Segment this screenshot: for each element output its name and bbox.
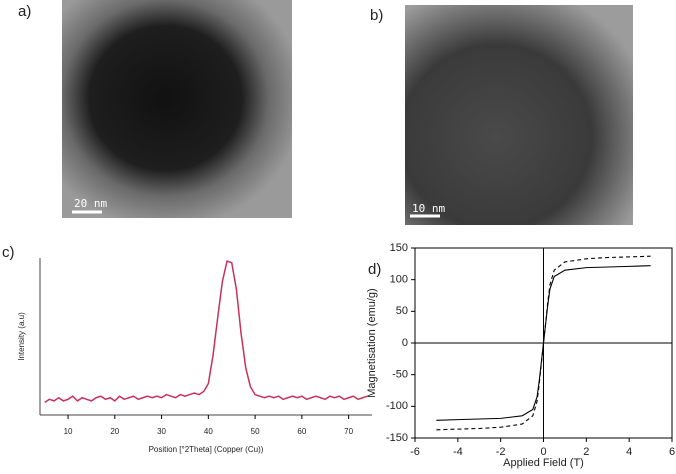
tem-image-b [405, 5, 633, 225]
x-tick-label: -6 [410, 446, 420, 458]
y-tick-label: -100 [386, 400, 408, 412]
y-tick-label: 150 [390, 242, 408, 254]
y-tick-label: 50 [396, 305, 408, 317]
x-tick-label: 2 [583, 446, 589, 458]
panel-label: b) [370, 7, 383, 24]
x-tick-label: -2 [496, 446, 506, 458]
y-axis-title: Intensity (a.u) [17, 312, 26, 361]
panel-label: c) [2, 244, 15, 261]
y-axis-title: Magnetisation (emu/g) [366, 288, 378, 397]
data-line [436, 255, 651, 431]
y-tick-label: 0 [402, 337, 408, 349]
x-tick-label: 50 [251, 427, 260, 436]
x-tick-label: 4 [626, 446, 632, 458]
x-axis-title: Position [°2Theta] (Copper (Cu)) [149, 445, 264, 454]
data-line [436, 265, 651, 421]
x-tick-label: 20 [110, 427, 119, 436]
x-tick-label: 10 [64, 427, 73, 436]
tem-image-a [62, 0, 292, 218]
y-tick-label: -150 [386, 432, 408, 444]
x-tick-label: -4 [453, 446, 463, 458]
y-tick-label: -50 [392, 369, 408, 381]
x-tick-label: 40 [204, 427, 213, 436]
data-line [44, 260, 368, 404]
panel-label: a) [18, 3, 31, 20]
panel-label: d) [368, 261, 381, 278]
y-tick-label: 100 [390, 274, 408, 286]
x-axis-title: Applied Field (T) [503, 457, 584, 469]
scale-label: 10 nm [412, 202, 445, 215]
scale-label: 20 nm [74, 197, 107, 210]
x-tick-label: 30 [157, 427, 166, 436]
x-tick-label: 6 [669, 446, 675, 458]
x-tick-label: 70 [344, 427, 353, 436]
x-tick-label: 60 [297, 427, 306, 436]
x-tick-label: 0 [540, 446, 546, 458]
